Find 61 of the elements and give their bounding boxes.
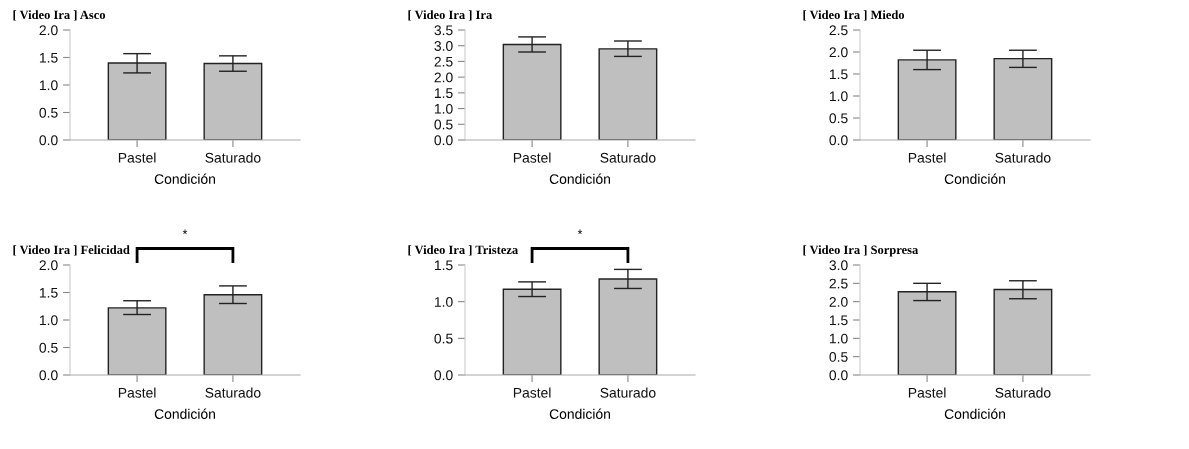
y-tick-label: 2.0 [434,72,453,83]
y-tick-label: 1.0 [434,297,453,307]
y-tick-label: 0.0 [39,370,58,381]
x-axis-title: Condición [944,173,1005,184]
y-tick-label: 1.0 [39,80,58,91]
chart-title: [ Video Ira ] Felicidad [13,245,130,256]
y-tick-label: 0.5 [829,352,848,362]
x-tick-label: Pastel [118,387,156,398]
x-axis-title: Condición [154,408,215,419]
x-tick-label: Saturado [995,387,1051,398]
y-tick-label: 1.5 [434,260,453,271]
y-tick-label: 1.5 [829,69,848,80]
x-tick-label: Pastel [118,152,156,163]
y-tick-label: 2.0 [39,260,58,271]
x-tick-label: Pastel [513,387,551,398]
y-tick-label: 3.5 [434,25,453,36]
y-tick-label: 1.5 [39,52,58,63]
text: * [182,229,188,234]
x-tick-label: Saturado [205,152,261,163]
y-tick-label: 1.5 [39,287,58,298]
x-tick-label: Pastel [908,387,946,398]
chart-title: [ Video Ira ] Miedo [803,10,905,21]
y-tick-label: 2.5 [434,56,453,67]
y-tick-label: 0.0 [829,370,848,381]
x-axis-title: Condición [549,408,610,419]
y-tick-label: 1.0 [39,315,58,326]
y-tick-label: 0.5 [434,333,453,344]
chart-title: [ Video Ira ] Tristeza [408,245,518,256]
y-tick-label: 0.0 [434,135,453,146]
x-axis-title: Condición [944,408,1005,419]
y-tick-label: 0.5 [434,119,453,130]
x-tick-label: Saturado [995,152,1051,163]
y-tick-label: 1.5 [829,315,848,326]
x-axis-title: Condición [154,173,215,184]
y-tick-label: 1.0 [829,91,848,102]
x-tick-label: Saturado [600,152,656,163]
x-tick-label: Saturado [600,387,656,398]
y-tick-label: 2.0 [829,297,848,307]
y-tick-label: 0.5 [39,107,58,118]
chart-title: [ Video Ira ] Ira [408,10,493,21]
y-tick-label: 1.0 [434,103,453,114]
y-tick-label: 2.0 [39,25,58,36]
y-tick-label: 0.0 [434,370,453,381]
y-tick-label: 2.5 [829,25,848,36]
x-tick-label: Saturado [205,387,261,398]
x-tick-label: Pastel [513,152,551,163]
x-axis-title: Condición [549,173,610,184]
y-tick-label: 0.5 [829,113,848,124]
y-tick-label: 1.5 [434,88,453,99]
text: * [577,229,583,234]
chart-title: [ Video Ira ] Sorpresa [803,245,919,257]
x-tick-label: Pastel [908,152,946,163]
y-tick-label: 0.5 [39,342,58,353]
y-tick-label: 0.0 [829,135,848,146]
y-tick-label: 3.0 [434,41,453,51]
y-tick-label: 3.0 [829,260,848,271]
y-tick-label: 0.0 [39,135,58,146]
chart-title: [ Video Ira ] Asco [13,10,106,21]
y-tick-label: 2.5 [829,278,848,289]
y-tick-label: 2.0 [829,47,848,58]
y-tick-label: 1.0 [829,333,848,344]
